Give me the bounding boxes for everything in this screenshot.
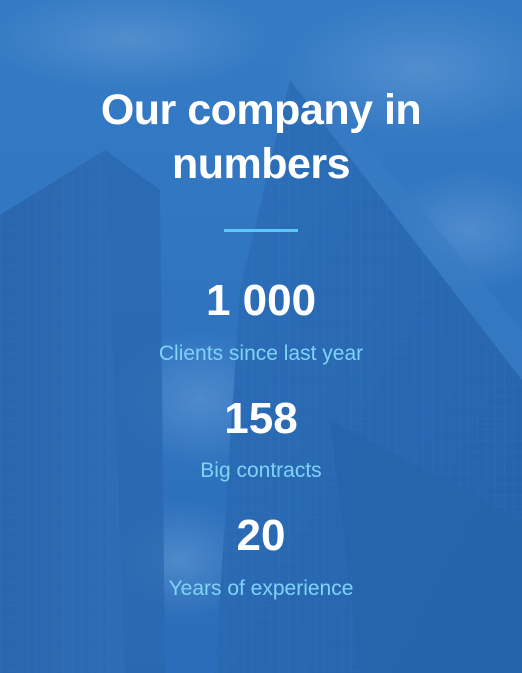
title-divider	[224, 229, 298, 232]
section-title-line-2: numbers	[171, 140, 351, 188]
stat-contracts: 158 Big contracts	[0, 393, 522, 484]
stat-value: 20	[236, 511, 286, 560]
stat-clients: 1 000 Clients since last year	[0, 275, 522, 367]
stat-value: 1 000	[205, 276, 317, 325]
stat-label: Big contracts	[200, 459, 322, 482]
stat-label: Years of experience	[168, 577, 354, 600]
stat-experience: 20 Years of experience	[0, 510, 522, 602]
section-title: Our company in numbers	[0, 0, 522, 191]
section-title-line-1: Our company in	[100, 86, 422, 134]
stat-value: 158	[224, 394, 298, 443]
stat-label: Clients since last year	[158, 342, 364, 365]
stats-content: Our company in numbers 1 000 Clients sin…	[0, 0, 522, 602]
